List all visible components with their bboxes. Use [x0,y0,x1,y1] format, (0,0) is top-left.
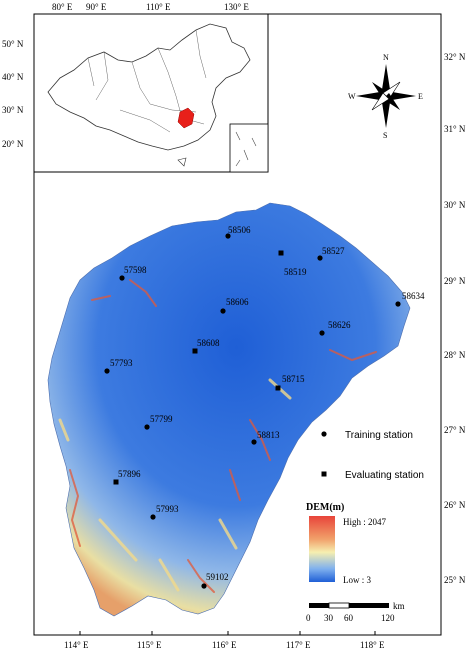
province-dem [47,202,411,617]
right-tick-label: 29° N [444,276,466,286]
scale-bar: 0 30 60 120 km [306,601,405,623]
bottom-tick-label: 114° E [64,640,89,650]
south-label: S [383,131,387,140]
terrain-ridges [69,279,377,593]
inset-lat-label: 30° N [2,105,24,115]
bottom-axis: 114° E 115° E 116° E 117° E 118° E [64,631,385,650]
north-label: N [383,53,389,62]
station-marker: 58626 [319,320,351,336]
dem-title: DEM(m) [306,502,344,513]
station-marker: 57993 [150,504,179,520]
station-label: 58634 [402,291,425,301]
evaluating-legend-label: Evaluating station [345,470,424,481]
station-legend: Training station Evaluating station [321,430,424,481]
station-marker: 57799 [144,414,173,430]
right-tick-label: 28° N [444,350,466,360]
station-label: 58715 [282,374,305,384]
stations-layer: 58506 58527 57598 58519 58606 58634 5862… [104,225,425,589]
china-inset: 50° N 40° N 30° N 20° N [2,13,269,173]
right-tick-label: 25° N [444,575,466,585]
right-tick-label: 26° N [444,500,466,510]
scale-label: 120 [381,613,395,623]
province-lines [87,29,207,133]
right-tick-label: 31° N [444,124,466,134]
station-label: 58506 [228,225,251,235]
top-tick-label: 90° E [86,2,107,12]
terrain-highlands [58,378,292,592]
scale-label: 0 [306,613,311,623]
training-symbol [321,431,327,437]
bottom-tick-label: 117° E [286,640,311,650]
bottom-tick-label: 116° E [212,640,237,650]
station-label: 58519 [284,267,307,277]
west-label: W [348,92,356,101]
china-outline [47,23,251,151]
station-marker: 58506 [225,225,251,239]
station-marker: 58608 [192,338,220,354]
dem-color-ramp [309,516,335,582]
station-marker: 57598 [119,265,147,281]
station-marker: 58519 [278,250,307,277]
top-tick-label: 110° E [146,2,171,12]
station-marker: 59102 [201,572,229,589]
right-axis: 32° N 31° N 30° N 29° N 28° N 27° N 26° … [444,52,466,585]
scale-unit: km [393,601,405,611]
station-marker: 58527 [317,246,345,261]
station-label: 57598 [124,265,147,275]
right-tick-label: 27° N [444,425,466,435]
training-legend-label: Training station [345,430,413,441]
station-label: 58606 [226,297,249,307]
bottom-tick-label: 115° E [137,640,162,650]
scale-label: 60 [344,613,354,623]
inset-lat-label: 40° N [2,72,24,82]
dem-legend: DEM(m) High : 2047 Low : 3 [306,502,387,585]
inset-lat-label: 50° N [2,39,24,49]
station-label: 57896 [118,469,141,479]
inset-lat-label: 20° N [2,139,24,149]
station-label: 58813 [257,430,280,440]
dem-low-label: Low : 3 [343,575,371,585]
dem-high-label: High : 2047 [343,517,387,527]
station-label: 58626 [328,320,351,330]
top-tick-label: 80° E [52,2,73,12]
station-marker: 57793 [104,358,133,374]
bottom-tick-label: 118° E [360,640,385,650]
north-arrow: N S W E [348,53,423,140]
evaluating-symbol [321,471,327,477]
right-tick-label: 30° N [444,200,466,210]
station-marker: 58606 [220,297,249,314]
province-shape [47,202,411,617]
station-label: 58608 [197,338,220,348]
station-marker: 58813 [251,430,280,445]
station-marker: 58634 [395,291,425,307]
station-label: 58527 [322,246,345,256]
scale-label: 30 [324,613,334,623]
south-sea-box [229,123,269,173]
south-sea-islands [235,131,257,167]
hainan-island [177,157,187,167]
station-label: 57793 [110,358,133,368]
station-label: 57993 [156,504,179,514]
station-label: 57799 [150,414,173,424]
station-marker: 57896 [113,469,141,485]
east-label: E [418,92,423,101]
jiangxi-highlight [177,107,195,129]
station-marker: 58715 [275,374,305,391]
right-tick-label: 32° N [444,52,466,62]
top-tick-label: 130° E [224,2,249,12]
station-label: 59102 [206,572,229,582]
